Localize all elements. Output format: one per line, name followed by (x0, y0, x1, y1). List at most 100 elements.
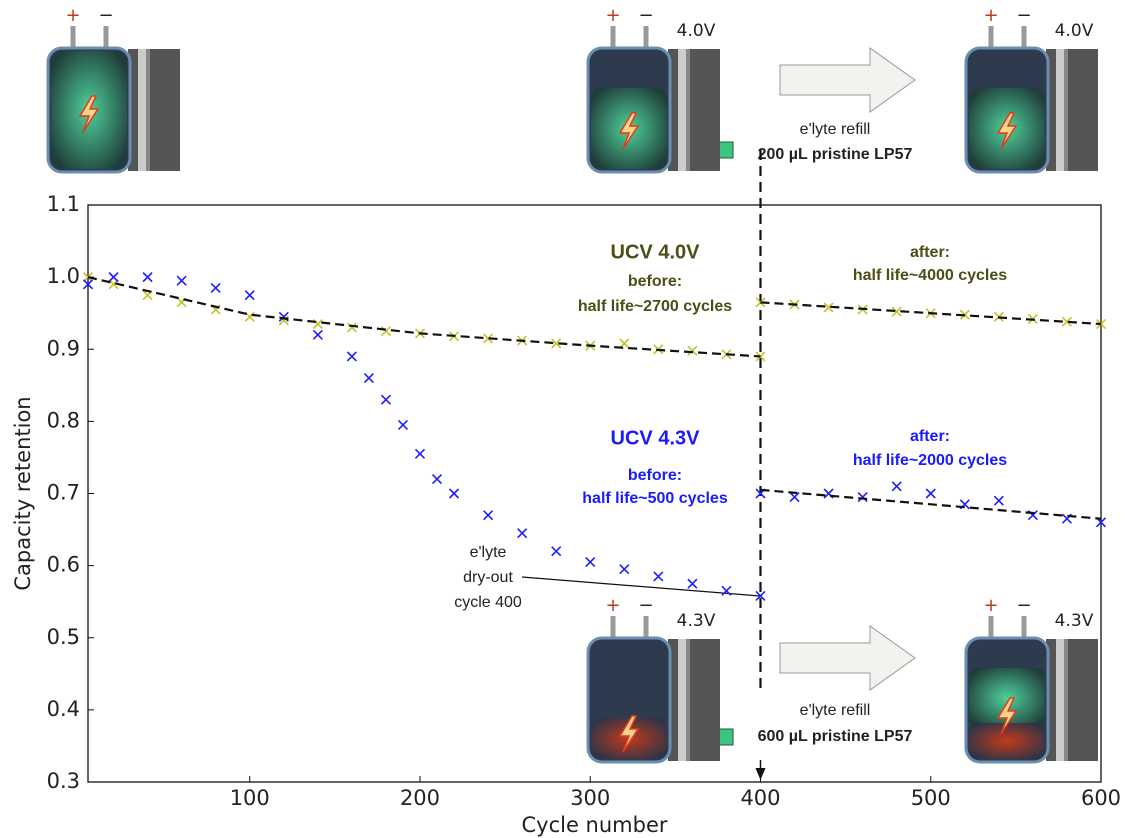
terminal-plus: + (605, 595, 620, 616)
data-point (109, 273, 118, 282)
y-tick-label: 0.8 (47, 408, 80, 432)
data-point (586, 558, 595, 567)
data-point (381, 327, 390, 336)
x-tick-label: 600 (1081, 786, 1121, 810)
y-tick-label: 0.9 (47, 336, 80, 360)
data-point (211, 283, 220, 292)
terminal-plus: + (65, 5, 80, 26)
terminal-minus: − (98, 5, 113, 26)
x-tick-label: 300 (570, 786, 610, 810)
cell-strip (678, 49, 686, 171)
terminal-plus: + (983, 595, 998, 616)
annotation: cycle 400 (454, 594, 522, 611)
y-tick-label: 0.5 (47, 625, 80, 649)
annotation: half life~2000 cycles (853, 452, 1007, 469)
data-point (994, 496, 1003, 505)
chart: UCV 4.0V before: half life~2700 cycles a… (0, 0, 1125, 838)
terminal-minus: − (638, 595, 653, 616)
data-point (450, 489, 459, 498)
cell-panel (668, 639, 720, 761)
annotation: e'lyte refill (800, 702, 871, 719)
annotation: UCV 4.0V (611, 241, 701, 263)
data-point (398, 420, 407, 429)
annotation: dry-out (463, 569, 513, 586)
data-point (892, 482, 901, 491)
cell-voltage: 4.3V (1055, 611, 1094, 631)
data-point (381, 395, 390, 404)
terminal-minus: − (1016, 5, 1031, 26)
cell-panel (128, 49, 180, 171)
cell-panel (1046, 639, 1098, 761)
data-point (143, 273, 152, 282)
cell-strip (138, 49, 146, 171)
cell-illustration: +− 4.0V (966, 5, 1098, 172)
cell-voltage: 4.3V (677, 611, 716, 631)
data-point (552, 547, 561, 556)
fit-line (760, 302, 1101, 324)
annotation: half life~500 cycles (582, 490, 728, 507)
terminal-minus: − (638, 5, 653, 26)
data-point (415, 449, 424, 458)
cell-strip (686, 49, 690, 171)
cell-strip (146, 49, 150, 171)
cell-strip (1064, 639, 1068, 761)
data-point (688, 579, 697, 588)
x-tick-label: 100 (230, 786, 270, 810)
cell-strip (686, 639, 690, 761)
x-tick-label: 400 (740, 786, 780, 810)
y-tick-label: 1.0 (47, 264, 80, 288)
annotation: before: (628, 467, 682, 484)
annotation: half life~2700 cycles (578, 298, 732, 315)
data-point (433, 475, 442, 484)
cell-strip (1056, 639, 1064, 761)
data-point (347, 352, 356, 361)
annotation: UCV 4.3V (611, 427, 701, 449)
annotation: 200 µL pristine LP57 (758, 146, 913, 163)
cell-illustration: +− 4.0V (588, 5, 720, 172)
data-point (620, 565, 629, 574)
cell-glow (969, 723, 1045, 759)
cell-strip (1064, 49, 1068, 171)
annotation: e'lyte (470, 544, 507, 561)
arrow (780, 48, 915, 112)
cell-voltage: 4.0V (1055, 21, 1094, 41)
data-point (313, 330, 322, 339)
cell-illustration: +− 4.3V (966, 595, 1098, 762)
terminal-plus: + (605, 5, 620, 26)
data-point (926, 489, 935, 498)
refill-arrow-head (755, 768, 765, 780)
x-tick-label: 200 (400, 786, 440, 810)
annotation: before: (628, 273, 682, 290)
data-point (790, 493, 799, 502)
cell-illustration: +− 4.3V (588, 595, 720, 762)
terminal-minus: − (1016, 595, 1031, 616)
cell-strip (678, 639, 686, 761)
x-axis-label: Cycle number (521, 813, 667, 837)
cell-panel (668, 49, 720, 171)
annotation: after: (910, 428, 950, 445)
data-point (722, 586, 731, 595)
cell-voltage: 4.0V (677, 21, 716, 41)
y-tick-label: 0.3 (47, 769, 80, 793)
cell-illustration: +− (48, 5, 180, 172)
y-tick-label: 0.7 (47, 481, 80, 505)
annotation: e'lyte refill (800, 121, 871, 138)
data-point (518, 529, 527, 538)
y-tick-label: 0.6 (47, 553, 80, 577)
data-point (364, 374, 373, 383)
data-point (688, 346, 697, 355)
data-point (347, 323, 356, 332)
cell-panel (1046, 49, 1098, 171)
annotation: half life~4000 cycles (853, 267, 1007, 284)
data-point (245, 291, 254, 300)
annotation: after: (910, 244, 950, 261)
cell-strip (1056, 49, 1064, 171)
data-point (858, 493, 867, 502)
y-axis-label: Capacity retention (11, 396, 35, 590)
terminal-plus: + (983, 5, 998, 26)
data-point (484, 511, 493, 520)
y-tick-label: 1.1 (47, 192, 80, 216)
annotation: 600 µL pristine LP57 (758, 728, 913, 745)
data-point (654, 572, 663, 581)
x-tick-label: 500 (911, 786, 951, 810)
